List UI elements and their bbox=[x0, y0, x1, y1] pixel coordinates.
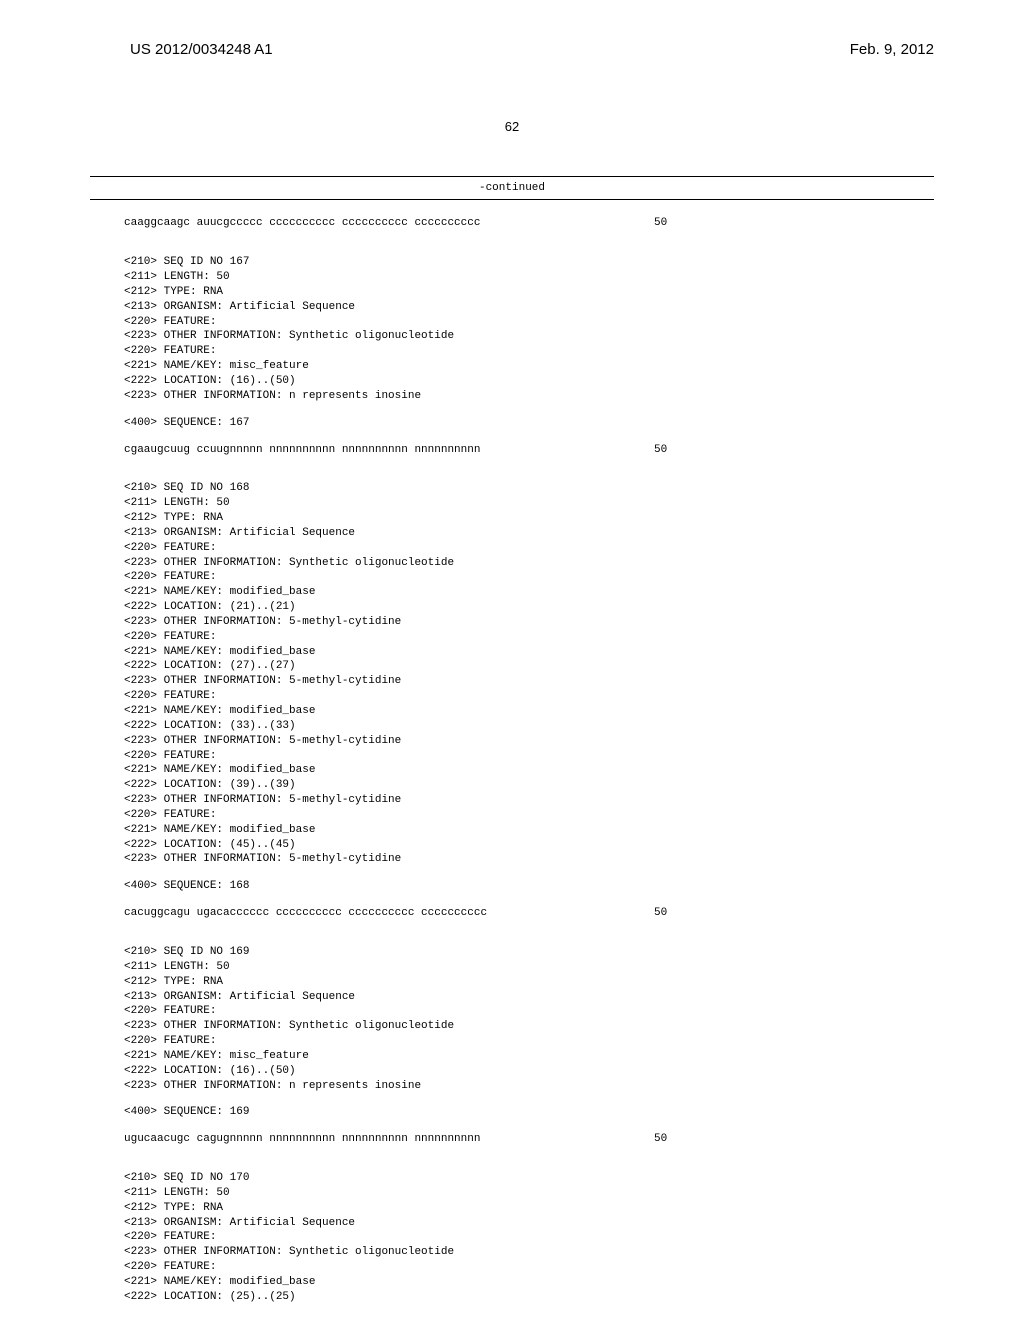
seq166-length: 50 bbox=[654, 216, 667, 231]
seq169-meta-5: <220> FEATURE: bbox=[124, 1004, 934, 1019]
patent-page: US 2012/0034248 A1 Feb. 9, 2012 62 -cont… bbox=[0, 0, 1024, 1320]
rule-top bbox=[90, 176, 934, 177]
seq168-meta-23: <220> FEATURE: bbox=[124, 808, 934, 823]
seq168-meta-14: <223> OTHER INFORMATION: 5-methyl-cytidi… bbox=[124, 674, 934, 689]
seq168-meta-21: <222> LOCATION: (39)..(39) bbox=[124, 778, 934, 793]
seq168-sequence-text: cacuggcagu ugacacccccc cccccccccc cccccc… bbox=[124, 907, 487, 919]
seq167-meta-8: <221> NAME/KEY: misc_feature bbox=[124, 359, 934, 374]
seq170-meta-9: <222> LOCATION: (25)..(25) bbox=[124, 1290, 934, 1305]
page-number: 62 bbox=[90, 118, 934, 136]
seq169-meta-11: <400> SEQUENCE: 169 bbox=[124, 1105, 934, 1120]
seq169-meta-6: <223> OTHER INFORMATION: Synthetic oligo… bbox=[124, 1019, 934, 1034]
seq168-meta-26: <223> OTHER INFORMATION: 5-methyl-cytidi… bbox=[124, 852, 934, 867]
seq169-length: 50 bbox=[654, 1132, 667, 1147]
publication-id: US 2012/0034248 A1 bbox=[130, 40, 273, 60]
seq168-meta-22: <223> OTHER INFORMATION: 5-methyl-cytidi… bbox=[124, 793, 934, 808]
seq170-meta-6: <223> OTHER INFORMATION: Synthetic oligo… bbox=[124, 1245, 934, 1260]
seq168-sequence-line: cacuggcagu ugacacccccc cccccccccc cccccc… bbox=[124, 906, 934, 921]
seq169-meta-4: <213> ORGANISM: Artificial Sequence bbox=[124, 990, 934, 1005]
seq167-meta-2: <211> LENGTH: 50 bbox=[124, 270, 934, 285]
seq168-meta-4: <213> ORGANISM: Artificial Sequence bbox=[124, 526, 934, 541]
seq169-sequence-line: ugucaacugc cagugnnnnn nnnnnnnnnn nnnnnnn… bbox=[124, 1132, 934, 1147]
seq168-meta-10: <223> OTHER INFORMATION: 5-methyl-cytidi… bbox=[124, 615, 934, 630]
seq170-meta-7: <220> FEATURE: bbox=[124, 1260, 934, 1275]
seq169-meta-9: <222> LOCATION: (16)..(50) bbox=[124, 1064, 934, 1079]
seq167-meta-11: <400> SEQUENCE: 167 bbox=[124, 416, 934, 431]
seq167-meta-5: <220> FEATURE: bbox=[124, 315, 934, 330]
seq168-meta-19: <220> FEATURE: bbox=[124, 749, 934, 764]
seq170-meta-1: <210> SEQ ID NO 170 bbox=[124, 1171, 934, 1186]
seq169-meta-2: <211> LENGTH: 50 bbox=[124, 960, 934, 975]
seq168-meta-9: <222> LOCATION: (21)..(21) bbox=[124, 600, 934, 615]
seq169-meta-1: <210> SEQ ID NO 169 bbox=[124, 945, 934, 960]
seq168-meta-13: <222> LOCATION: (27)..(27) bbox=[124, 659, 934, 674]
seq166-sequence-line: caaggcaagc auucgccccc cccccccccc ccccccc… bbox=[124, 216, 934, 231]
seq170-meta-2: <211> LENGTH: 50 bbox=[124, 1186, 934, 1201]
seq170-meta-4: <213> ORGANISM: Artificial Sequence bbox=[124, 1216, 934, 1231]
seq168-meta-2: <211> LENGTH: 50 bbox=[124, 496, 934, 511]
seq170-meta-8: <221> NAME/KEY: modified_base bbox=[124, 1275, 934, 1290]
seq167-meta-1: <210> SEQ ID NO 167 bbox=[124, 255, 934, 270]
seq167-sequence-text: cgaaugcuug ccuugnnnnn nnnnnnnnnn nnnnnnn… bbox=[124, 444, 480, 456]
page-header: US 2012/0034248 A1 Feb. 9, 2012 bbox=[90, 40, 934, 70]
seq170-meta-5: <220> FEATURE: bbox=[124, 1230, 934, 1245]
continued-label: -continued bbox=[90, 181, 934, 196]
seq167-sequence-line: cgaaugcuug ccuugnnnnn nnnnnnnnnn nnnnnnn… bbox=[124, 443, 934, 458]
seq168-meta-11: <220> FEATURE: bbox=[124, 630, 934, 645]
seq169-sequence-text: ugucaacugc cagugnnnnn nnnnnnnnnn nnnnnnn… bbox=[124, 1133, 480, 1145]
seq170-meta-3: <212> TYPE: RNA bbox=[124, 1201, 934, 1216]
seq169-meta-7: <220> FEATURE: bbox=[124, 1034, 934, 1049]
seq168-length: 50 bbox=[654, 906, 667, 921]
seq168-meta-20: <221> NAME/KEY: modified_base bbox=[124, 763, 934, 778]
seq168-meta-17: <222> LOCATION: (33)..(33) bbox=[124, 719, 934, 734]
seq168-meta-8: <221> NAME/KEY: modified_base bbox=[124, 585, 934, 600]
rule-bottom bbox=[90, 199, 934, 200]
seq167-meta-6: <223> OTHER INFORMATION: Synthetic oligo… bbox=[124, 329, 934, 344]
seq167-meta-7: <220> FEATURE: bbox=[124, 344, 934, 359]
seq168-meta-6: <223> OTHER INFORMATION: Synthetic oligo… bbox=[124, 556, 934, 571]
seq169-meta-3: <212> TYPE: RNA bbox=[124, 975, 934, 990]
seq168-meta-27: <400> SEQUENCE: 168 bbox=[124, 879, 934, 894]
seq168-meta-25: <222> LOCATION: (45)..(45) bbox=[124, 838, 934, 853]
seq168-meta-18: <223> OTHER INFORMATION: 5-methyl-cytidi… bbox=[124, 734, 934, 749]
seq168-meta-3: <212> TYPE: RNA bbox=[124, 511, 934, 526]
seq167-meta-4: <213> ORGANISM: Artificial Sequence bbox=[124, 300, 934, 315]
seq168-meta-1: <210> SEQ ID NO 168 bbox=[124, 481, 934, 496]
seq169-meta-10: <223> OTHER INFORMATION: n represents in… bbox=[124, 1079, 934, 1094]
seq168-meta-5: <220> FEATURE: bbox=[124, 541, 934, 556]
seq168-meta-16: <221> NAME/KEY: modified_base bbox=[124, 704, 934, 719]
seq167-meta-3: <212> TYPE: RNA bbox=[124, 285, 934, 300]
seq169-meta-8: <221> NAME/KEY: misc_feature bbox=[124, 1049, 934, 1064]
seq168-meta-15: <220> FEATURE: bbox=[124, 689, 934, 704]
seq166-sequence-text: caaggcaagc auucgccccc cccccccccc ccccccc… bbox=[124, 217, 480, 229]
seq168-meta-12: <221> NAME/KEY: modified_base bbox=[124, 645, 934, 660]
seq167-meta-10: <223> OTHER INFORMATION: n represents in… bbox=[124, 389, 934, 404]
seq167-meta-9: <222> LOCATION: (16)..(50) bbox=[124, 374, 934, 389]
seq167-length: 50 bbox=[654, 443, 667, 458]
seq168-meta-24: <221> NAME/KEY: modified_base bbox=[124, 823, 934, 838]
seq168-meta-7: <220> FEATURE: bbox=[124, 570, 934, 585]
publication-date: Feb. 9, 2012 bbox=[850, 40, 934, 60]
